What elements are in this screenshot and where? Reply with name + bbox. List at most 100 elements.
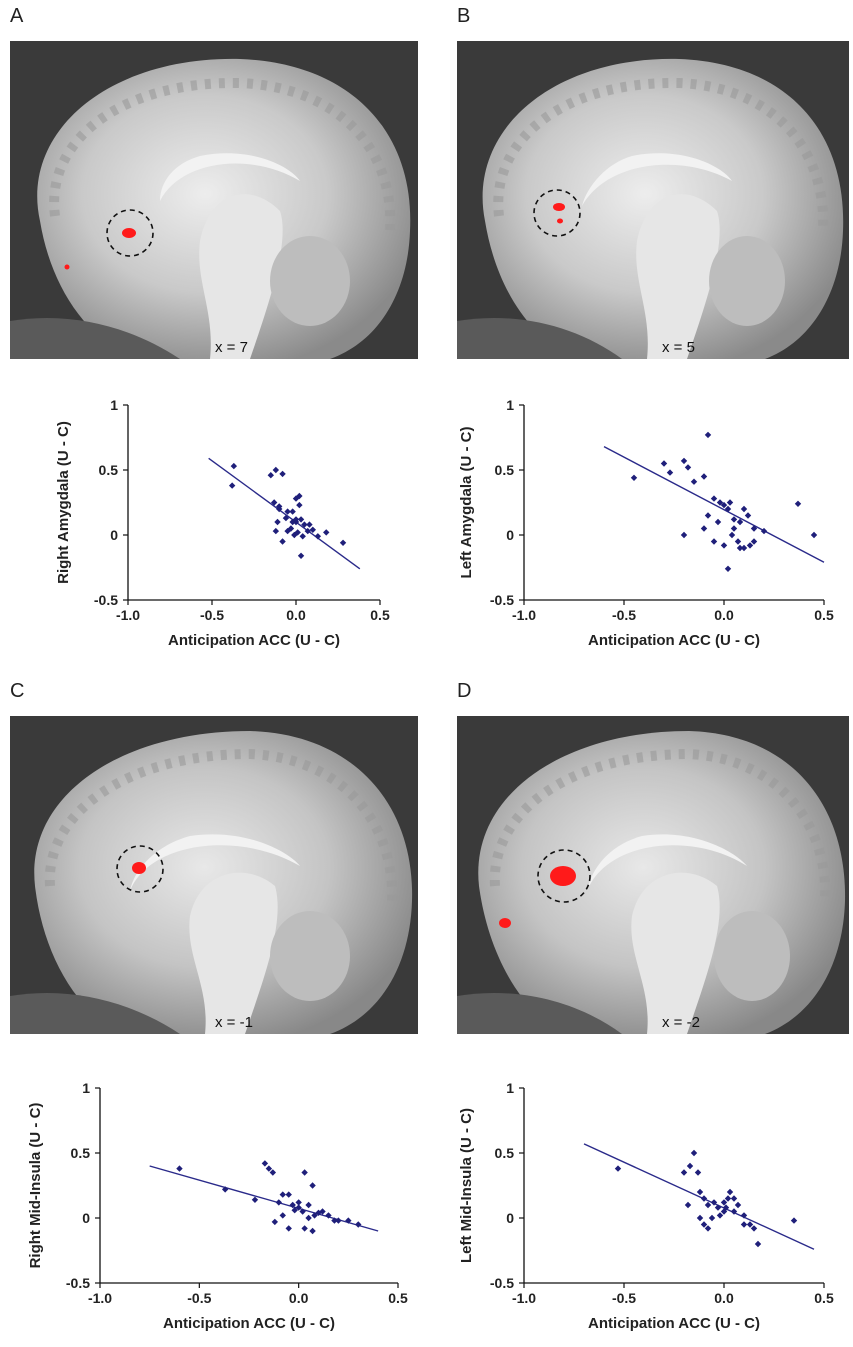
data-point xyxy=(267,472,274,479)
panel-a: A x = 7 -1.0 -0.5 0.0 0.5 -0.5 0 0.5 1 Anticipat… xyxy=(10,5,430,670)
data-point xyxy=(292,495,300,502)
activation-blob xyxy=(64,264,70,270)
data-point xyxy=(710,538,718,545)
data-point xyxy=(265,1165,273,1172)
data-point xyxy=(730,1195,738,1202)
data-point xyxy=(720,542,728,549)
data-point xyxy=(740,505,748,513)
data-point xyxy=(746,1221,754,1228)
x-tick-label: 0.5 xyxy=(370,607,390,623)
y-tick-label: 1 xyxy=(506,1080,514,1096)
y-tick-label: 1 xyxy=(82,1080,90,1096)
data-point xyxy=(724,565,732,572)
brain-sagittal-image: x = 7 xyxy=(10,41,418,359)
data-point xyxy=(335,1217,342,1224)
panel-b: B x = 5 -1.0 -0.5 0.0 0.5 -0.5 0 0.5 1 Anticipat… xyxy=(457,5,853,670)
data-point xyxy=(305,1214,312,1222)
data-point xyxy=(230,462,238,470)
data-point xyxy=(306,521,313,528)
activation-blob xyxy=(122,228,136,238)
regression-line xyxy=(603,445,825,563)
x-tick-label: -1.0 xyxy=(512,1290,536,1306)
y-tick-label: -0.5 xyxy=(94,592,118,608)
data-point xyxy=(287,525,295,532)
activation-blob xyxy=(550,866,576,886)
data-point xyxy=(296,501,303,509)
data-point xyxy=(730,525,738,532)
data-point xyxy=(704,512,712,519)
y-tick-label: 0.5 xyxy=(495,1145,515,1161)
data-point xyxy=(289,1201,296,1209)
x-tick-label: 0.0 xyxy=(289,1290,309,1306)
data-point xyxy=(666,469,674,476)
data-point xyxy=(176,1165,183,1172)
data-point xyxy=(279,1212,286,1219)
data-point xyxy=(274,518,281,526)
data-point xyxy=(680,457,688,465)
data-point xyxy=(295,1199,302,1206)
data-point xyxy=(744,512,752,519)
data-point xyxy=(314,533,322,540)
data-point xyxy=(794,500,802,507)
panel-d: D x = -2 -1.0 -0.5 0.0 0.5 -0.5 0 0.5 1 Anticipa… xyxy=(457,680,853,1345)
data-point xyxy=(276,505,283,513)
data-point xyxy=(660,460,668,467)
data-point xyxy=(696,1188,704,1196)
data-point xyxy=(700,525,708,532)
brain-sagittal-image: x = -2 xyxy=(457,716,849,1034)
data-point xyxy=(730,1208,738,1215)
data-point xyxy=(722,1204,730,1211)
x-tick-label: -1.0 xyxy=(512,607,536,623)
slice-coordinate-label: x = -2 xyxy=(662,1014,700,1031)
x-tick-label: -0.5 xyxy=(200,607,224,623)
y-tick-label: -0.5 xyxy=(490,592,514,608)
data-point xyxy=(228,482,236,489)
regression-line xyxy=(583,1143,815,1250)
data-point xyxy=(311,1212,318,1219)
x-tick-label: -1.0 xyxy=(116,607,140,623)
data-point xyxy=(269,1169,277,1176)
data-point xyxy=(301,1225,308,1232)
data-point xyxy=(724,1195,732,1202)
data-point xyxy=(710,1199,718,1206)
x-axis-title: Anticipation ACC (U - C) xyxy=(588,632,760,649)
data-point xyxy=(750,538,758,545)
data-point xyxy=(289,518,296,526)
data-point xyxy=(299,533,306,540)
data-point xyxy=(736,518,744,526)
data-point xyxy=(296,492,303,500)
data-point xyxy=(285,1191,292,1198)
roi-circle xyxy=(116,845,164,893)
x-axis-title: Anticipation ACC (U - C) xyxy=(588,1315,760,1332)
data-point xyxy=(690,1149,698,1157)
data-point xyxy=(355,1221,362,1228)
y-axis-title: Left Amygdala (U - C) xyxy=(458,427,475,579)
data-point xyxy=(630,474,638,481)
data-point xyxy=(309,1182,316,1189)
roi-circle xyxy=(106,209,154,257)
data-point xyxy=(684,464,692,471)
data-point xyxy=(810,531,818,539)
roi-circle xyxy=(533,189,581,237)
data-point xyxy=(704,1225,712,1232)
x-axis-title: Anticipation ACC (U - C) xyxy=(163,1315,335,1332)
y-axis-title: Right Amygdala (U - C) xyxy=(55,421,72,584)
regression-line xyxy=(208,457,361,570)
activation-blob xyxy=(499,918,511,928)
data-point xyxy=(726,499,734,506)
data-point xyxy=(271,1218,279,1226)
data-point xyxy=(750,525,758,532)
data-point xyxy=(720,1199,728,1206)
panel-letter: B xyxy=(457,5,471,27)
data-point xyxy=(279,470,286,478)
panel-c: C x = -1 -1.0 -0.5 0.0 0.5 -0.5 0 0.5 1 Anticipa… xyxy=(10,680,430,1345)
x-tick-label: -0.5 xyxy=(612,1290,636,1306)
y-tick-label: 1 xyxy=(110,397,118,413)
data-point xyxy=(728,531,736,539)
data-point xyxy=(279,1191,286,1198)
x-tick-label: 0.0 xyxy=(286,607,306,623)
brain-sagittal-image: x = 5 xyxy=(457,41,849,359)
y-axis-title: Right Mid-Insula (U - C) xyxy=(27,1103,44,1269)
